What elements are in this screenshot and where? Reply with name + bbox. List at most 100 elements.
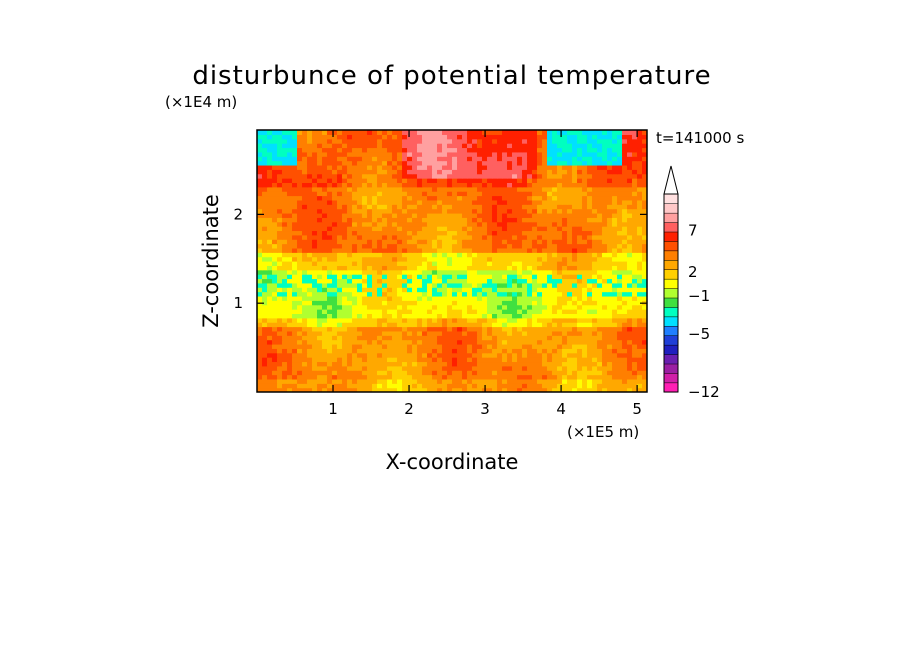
heatmap-cell — [452, 186, 458, 192]
heatmap-cell — [417, 256, 423, 262]
heatmap-cell — [547, 226, 553, 232]
heatmap-cell — [392, 287, 398, 293]
heatmap-cell — [372, 182, 378, 188]
heatmap-cell — [447, 383, 453, 389]
heatmap-cell — [567, 295, 573, 301]
heatmap-cell — [632, 212, 638, 218]
heatmap-cell — [292, 134, 298, 140]
heatmap-cell — [372, 348, 378, 354]
heatmap-cell — [477, 226, 483, 232]
heatmap-cell — [632, 317, 638, 323]
heatmap-cell — [537, 138, 543, 144]
heatmap-cell — [517, 343, 523, 349]
heatmap-cell — [292, 287, 298, 293]
heatmap-cell — [592, 173, 598, 179]
heatmap-cell — [382, 378, 388, 384]
heatmap-cell — [492, 335, 498, 341]
heatmap-cell — [617, 134, 623, 140]
heatmap-cell — [517, 378, 523, 384]
heatmap-cell — [572, 365, 578, 371]
heatmap-cell — [262, 221, 268, 227]
heatmap-cell — [587, 208, 593, 214]
heatmap-cell — [272, 147, 278, 153]
heatmap-cell — [467, 348, 473, 354]
heatmap-cell — [412, 217, 418, 223]
heatmap-cell — [527, 160, 533, 166]
heatmap-cell — [282, 204, 288, 210]
heatmap-cell — [502, 151, 508, 157]
heatmap-cell — [517, 212, 523, 218]
heatmap-cell — [267, 217, 273, 223]
heatmap-cell — [557, 374, 563, 380]
heatmap-cell — [592, 282, 598, 288]
heatmap-cell — [512, 221, 518, 227]
heatmap-cell — [592, 309, 598, 314]
heatmap-cell — [627, 221, 633, 227]
heatmap-cell — [402, 317, 408, 323]
heatmap-cell — [462, 256, 468, 262]
heatmap-cell — [402, 357, 408, 363]
heatmap-cell — [577, 330, 583, 336]
heatmap-cell — [267, 309, 273, 314]
heatmap-cell — [327, 330, 333, 336]
heatmap-cell — [587, 212, 593, 218]
heatmap-cell — [547, 348, 553, 354]
heatmap-cell — [627, 138, 633, 144]
heatmap-cell — [267, 164, 273, 170]
heatmap-cell — [492, 322, 498, 328]
heatmap-cell — [642, 143, 647, 149]
heatmap-cell — [387, 160, 393, 166]
heatmap-cell — [447, 195, 453, 201]
heatmap-cell — [642, 265, 647, 271]
heatmap-cell — [582, 287, 588, 293]
heatmap-cell — [267, 300, 273, 306]
heatmap-cell — [412, 182, 418, 188]
heatmap-cell — [257, 322, 263, 328]
heatmap-cell — [262, 138, 268, 144]
heatmap-cell — [357, 361, 363, 367]
heatmap-cell — [522, 164, 528, 170]
heatmap-cell — [607, 261, 613, 266]
heatmap-cell — [602, 143, 608, 149]
heatmap-cell — [502, 274, 508, 280]
heatmap-cell — [262, 243, 268, 249]
heatmap-cell — [432, 147, 438, 153]
heatmap-cell — [502, 269, 508, 275]
heatmap-cell — [637, 261, 643, 266]
heatmap-cell — [467, 230, 473, 236]
heatmap-cell — [422, 374, 428, 380]
heatmap-cell — [417, 352, 423, 358]
heatmap-cell — [482, 317, 488, 323]
heatmap-cell — [612, 208, 618, 214]
heatmap-cell — [517, 239, 523, 245]
heatmap-cell — [602, 348, 608, 354]
heatmap-cell — [267, 370, 273, 376]
heatmap-cell — [527, 252, 533, 258]
heatmap-cell — [432, 252, 438, 258]
heatmap-cell — [617, 151, 623, 157]
heatmap-cell — [492, 274, 498, 280]
heatmap-cell — [427, 274, 433, 280]
heatmap-cell — [342, 143, 348, 149]
heatmap-cell — [632, 304, 638, 310]
heatmap-cell — [507, 295, 513, 301]
heatmap-cell — [492, 182, 498, 188]
heatmap-cell — [342, 151, 348, 157]
heatmap-cell — [362, 343, 368, 349]
heatmap-cell — [607, 352, 613, 358]
heatmap-cell — [517, 335, 523, 341]
heatmap-cell — [627, 278, 633, 284]
heatmap-cell — [487, 160, 493, 166]
heatmap-cell — [452, 151, 458, 157]
heatmap-cell — [292, 387, 298, 392]
heatmap-cell — [292, 278, 298, 284]
heatmap-cell — [632, 204, 638, 210]
heatmap-cell — [547, 335, 553, 341]
heatmap-cell — [322, 309, 328, 314]
heatmap-cell — [342, 326, 348, 332]
heatmap-cell — [432, 265, 438, 271]
heatmap-cell — [527, 330, 533, 336]
heatmap-cell — [622, 195, 628, 201]
heatmap-cell — [502, 374, 508, 380]
heatmap-cell — [382, 138, 388, 144]
